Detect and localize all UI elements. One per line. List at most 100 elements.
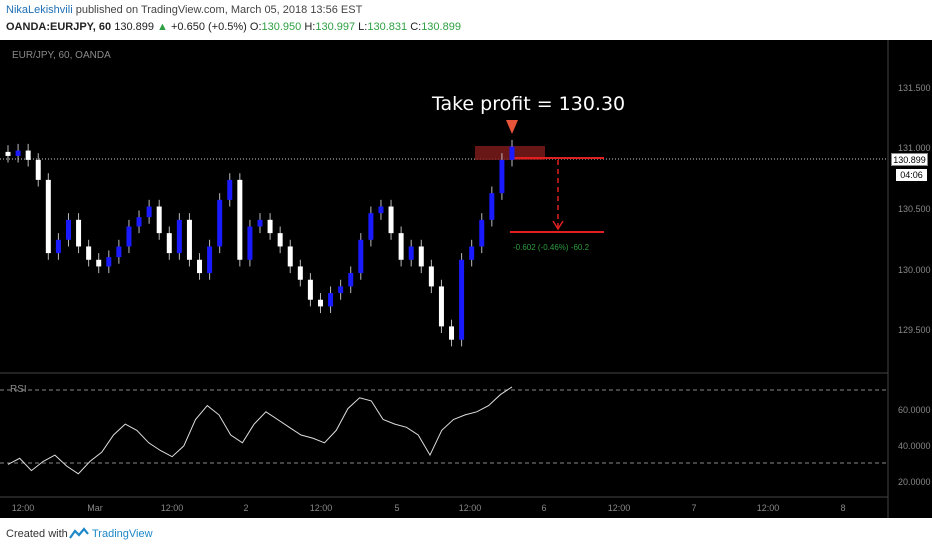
rsi-tick: 40.0000 (898, 441, 931, 451)
candle-body (166, 233, 172, 254)
time-tick: 12:00 (458, 503, 482, 513)
candle-body (76, 219, 82, 247)
candle-body (277, 233, 283, 247)
candle-body (469, 246, 475, 260)
candle-body (257, 219, 263, 227)
candle-body (65, 219, 71, 240)
time-tick: 6 (541, 503, 547, 513)
candle-body (207, 246, 213, 274)
close-value: 130.899 (421, 21, 461, 33)
candle-body (438, 286, 444, 327)
candle-body (297, 266, 303, 280)
price-tick: 129.500 (898, 325, 931, 335)
candle-body (408, 246, 414, 260)
quote-line: OANDA:EURJPY, 60 130.899 ▲ +0.650 (+0.5%… (6, 21, 461, 33)
candle-body (227, 179, 233, 200)
time-tick: 12:00 (160, 503, 184, 513)
down-arrow-icon (506, 120, 518, 134)
candle-body (459, 259, 465, 340)
candle-body (197, 259, 203, 274)
time-tick: 12:00 (607, 503, 631, 513)
candle-body (378, 206, 384, 214)
time-tick: 12:00 (11, 503, 35, 513)
candle-body (489, 193, 495, 220)
price-tick: 130.500 (898, 204, 931, 214)
candle-body (307, 279, 313, 300)
change-arrow-icon: ▲ (157, 21, 168, 33)
candle-body (479, 219, 485, 247)
created-with-text: Created with (6, 528, 68, 540)
candle-body (449, 326, 455, 340)
chart-canvas[interactable] (0, 40, 932, 518)
price-tick: 131.000 (898, 143, 931, 153)
time-tick: 5 (394, 503, 400, 513)
candle-body (398, 233, 404, 260)
candle-body (509, 146, 515, 160)
tradingview-link[interactable]: TradingView (92, 528, 153, 540)
candle-body (15, 150, 21, 156)
rsi-label: RSI (10, 384, 27, 395)
candle-body (237, 179, 243, 260)
candle-body (348, 273, 354, 287)
rsi-tick: 20.0000 (898, 477, 931, 487)
candle-body (106, 257, 112, 267)
time-tick: 7 (691, 503, 697, 513)
candle-body (55, 239, 61, 254)
candle-body (317, 299, 323, 307)
candle-body (136, 217, 142, 227)
change-value: +0.650 (+0.5%) (170, 21, 247, 33)
candle-body (25, 150, 31, 160)
candle-body (338, 286, 344, 294)
time-tick: 2 (243, 503, 249, 513)
publish-text: published on TradingView.com, March 05, … (75, 4, 363, 16)
target-arrow-icon (552, 220, 564, 231)
author-link[interactable]: NikaLekishvili (6, 4, 73, 16)
candle-body (368, 213, 374, 240)
price-tick: 131.500 (898, 83, 931, 93)
candle-body (388, 206, 394, 234)
open-label: O: (249, 21, 262, 33)
low-label: L: (358, 21, 368, 33)
price-tick: 130.000 (898, 265, 931, 275)
candle-body (5, 151, 11, 156)
candle-body (428, 266, 434, 287)
rsi-tick: 60.0000 (898, 405, 931, 415)
last-price-box: 130.899 (891, 153, 928, 166)
candle-body (499, 159, 505, 194)
candle-body (156, 206, 162, 234)
close-label: C: (410, 21, 422, 33)
candle-body (176, 219, 182, 254)
candle-body (267, 219, 273, 234)
candles-group (5, 139, 515, 347)
candle-body (247, 226, 253, 260)
footer: Created with TradingView (0, 518, 932, 550)
candle-body (86, 246, 92, 260)
open-value: 130.950 (261, 21, 302, 33)
rsi-line (7, 386, 513, 475)
candle-body (116, 246, 122, 258)
take-profit-annotation[interactable]: Take profit = 130.30 (432, 93, 626, 115)
candle-body (287, 246, 293, 267)
publish-info: NikaLekishvili published on TradingView.… (6, 4, 362, 16)
candle-body (328, 293, 334, 307)
candle-body (186, 219, 192, 260)
time-tick: 8 (840, 503, 846, 513)
tradingview-logo-icon[interactable] (69, 527, 89, 541)
high-label: H: (304, 21, 316, 33)
candle-body (418, 246, 424, 267)
chart-area[interactable]: EUR/JPY, 60, OANDA RSI Take profit = 130… (0, 40, 932, 518)
last-price: 130.899 (114, 21, 154, 33)
countdown-box: 04:06 (896, 169, 927, 181)
low-value: 130.831 (367, 21, 408, 33)
candle-body (217, 199, 223, 247)
symbol-name: OANDA:EURJPY, 60 (6, 21, 112, 33)
candle-body (146, 206, 152, 218)
candle-body (45, 179, 51, 254)
candle-body (358, 239, 364, 274)
pnl-label: -0.602 (-0.46%) -60.2 (513, 243, 590, 252)
candle-body (35, 159, 41, 180)
high-value: 130.997 (315, 21, 356, 33)
candle-body (96, 259, 102, 267)
chart-header: NikaLekishvili published on TradingView.… (0, 0, 932, 40)
time-tick: 12:00 (309, 503, 333, 513)
